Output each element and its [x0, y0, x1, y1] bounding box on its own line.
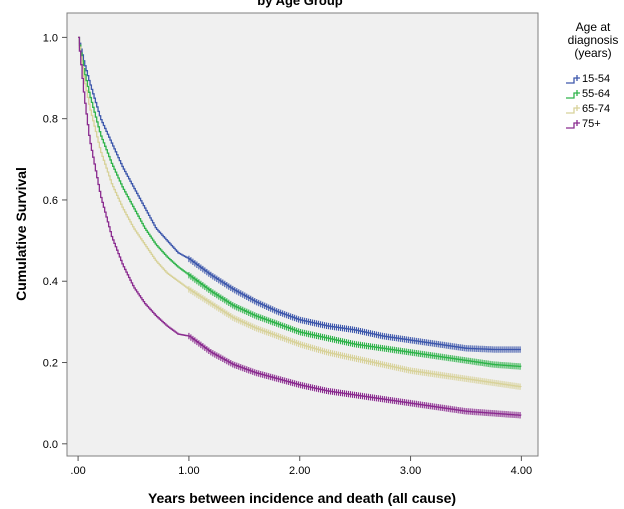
- legend-swatch: [566, 90, 580, 99]
- x-axis: .00 1.00 2.00 3.00 4.00: [70, 456, 532, 477]
- legend-label: 75+: [582, 118, 601, 130]
- legend-item: 75+: [566, 118, 601, 130]
- y-tick-label: 0.8: [43, 114, 58, 126]
- series-65-74: [78, 36, 522, 390]
- x-tick-label: 3.00: [400, 465, 421, 477]
- legend-label: 15-54: [582, 73, 610, 85]
- series-55-64: [78, 36, 522, 370]
- y-tick-label: 0.0: [43, 439, 58, 451]
- x-tick-label: .00: [70, 465, 85, 477]
- legend-title: diagnosis: [568, 33, 619, 47]
- legend-item: 55-64: [566, 88, 610, 100]
- legend-title: (years): [574, 46, 611, 60]
- chart-title: by Age Group: [257, 0, 343, 8]
- legend-label: 55-64: [582, 88, 610, 100]
- y-tick-label: 0.6: [43, 195, 58, 207]
- x-tick-label: 1.00: [178, 465, 199, 477]
- y-axis-title: Cumulative Survival: [13, 167, 29, 301]
- censor-marks: [188, 271, 521, 370]
- legend-item: 15-54: [566, 73, 610, 85]
- censor-marks: [188, 255, 521, 353]
- legend-swatch: [566, 75, 580, 84]
- x-tick-label: 2.00: [289, 465, 310, 477]
- legend-label: 65-74: [582, 103, 610, 115]
- plot-area: [66, 12, 539, 457]
- y-tick-label: 0.4: [43, 276, 58, 288]
- legend-item: 65-74: [566, 103, 610, 115]
- y-axis: 0.0 0.2 0.4 0.6 0.8 1.0: [43, 32, 67, 451]
- censor-marks: [188, 286, 521, 390]
- series-layer: [78, 36, 522, 419]
- censor-marks: [188, 332, 521, 419]
- legend-title: Age at: [576, 20, 611, 34]
- series-75+: [78, 36, 522, 419]
- series-15-54: [78, 36, 521, 353]
- legend-swatch: [566, 120, 580, 129]
- y-tick-label: 1.0: [43, 32, 58, 44]
- x-axis-title: Years between incidence and death (all c…: [148, 490, 456, 506]
- x-tick-label: 4.00: [511, 465, 532, 477]
- y-tick-label: 0.2: [43, 358, 58, 370]
- legend-swatch: [566, 105, 580, 114]
